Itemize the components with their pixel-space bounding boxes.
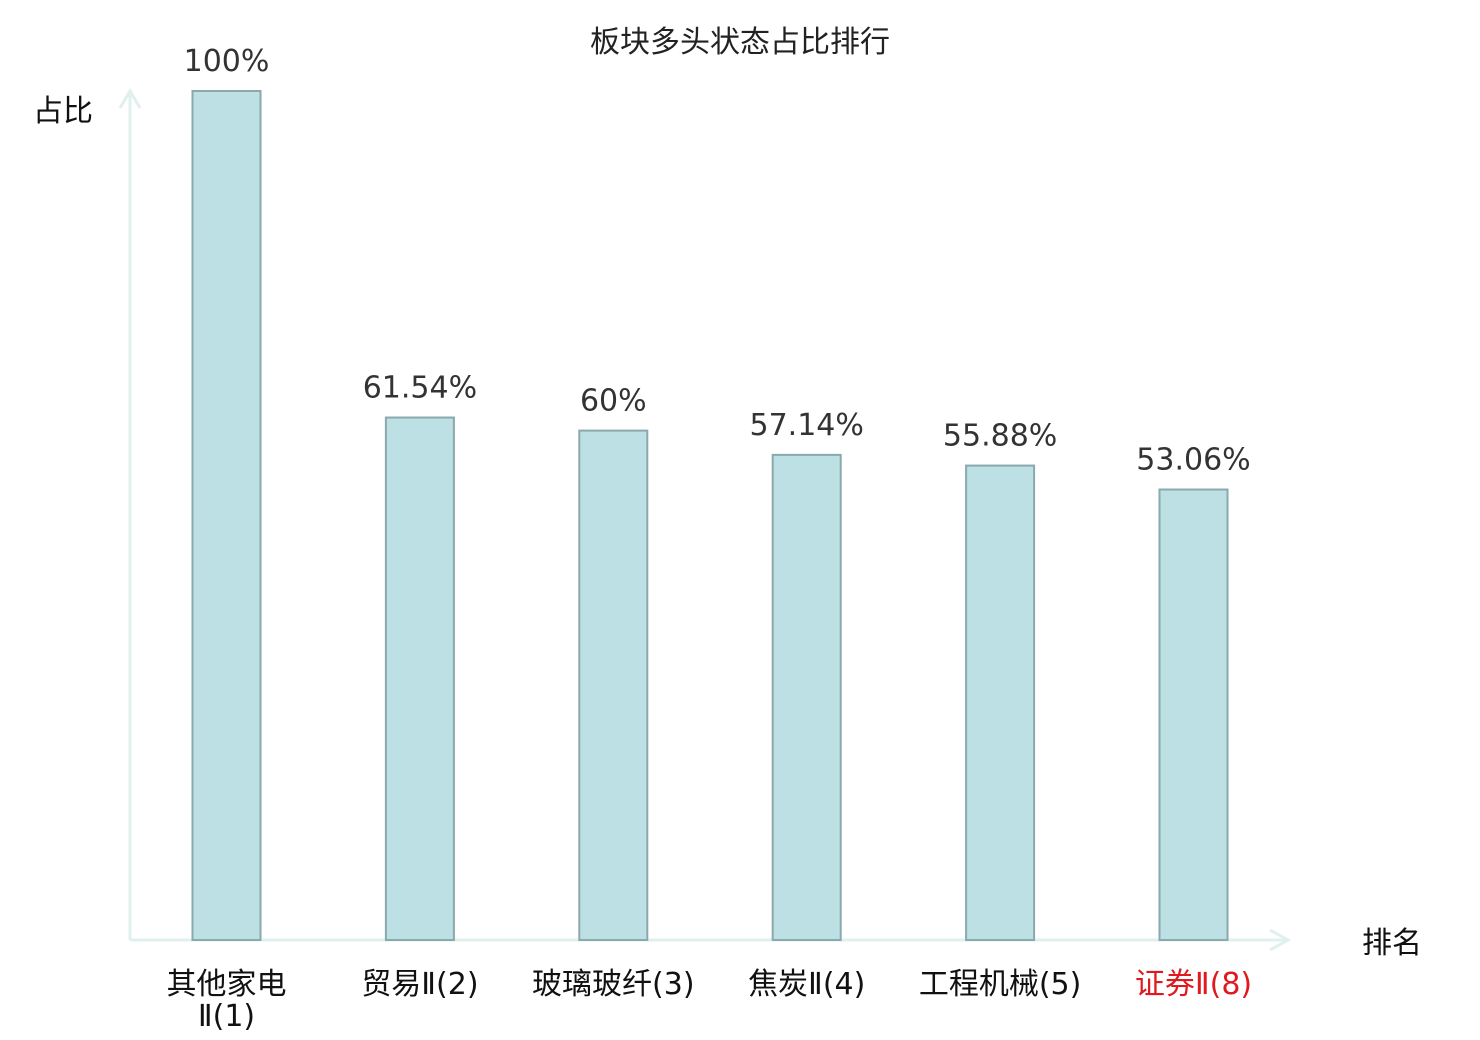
bar-6 bbox=[1158, 488, 1229, 941]
category-label-5: 工程机械(5) bbox=[919, 967, 1082, 1002]
category-label-2: 贸易Ⅱ(2) bbox=[361, 967, 478, 1002]
y-axis-arrow-icon bbox=[118, 88, 142, 109]
value-label-5: 55.88% bbox=[943, 419, 1057, 454]
bar-4 bbox=[771, 453, 842, 941]
category-label-4: 焦炭Ⅱ(4) bbox=[748, 967, 865, 1002]
category-label-3: 玻璃玻纤(3) bbox=[532, 967, 695, 1002]
category-label-line: 证券Ⅱ(8) bbox=[1135, 967, 1252, 1002]
category-label-line: 工程机械(5) bbox=[919, 967, 1082, 1002]
bar-3 bbox=[578, 429, 649, 941]
bar-1 bbox=[191, 90, 262, 941]
category-label-line: 其他家电 bbox=[167, 967, 287, 1002]
value-label-6: 53.06% bbox=[1136, 443, 1250, 478]
bar-5 bbox=[965, 464, 1036, 941]
category-label-line: 焦炭Ⅱ(4) bbox=[748, 967, 865, 1002]
axes bbox=[118, 88, 1292, 952]
x-axis-arrow-icon bbox=[1269, 928, 1292, 952]
value-label-3: 60% bbox=[580, 384, 647, 419]
y-axis-title: 占比 bbox=[33, 94, 93, 129]
category-labels: 其他家电 Ⅱ(1) 贸易Ⅱ(2) 玻璃玻纤(3) 焦炭Ⅱ(4) 工程机械(5) 证券Ⅱ(8) bbox=[167, 967, 1253, 1034]
value-label-4: 57.14% bbox=[750, 408, 864, 443]
value-label-1: 100% bbox=[184, 44, 270, 79]
value-labels: 100% 61.54% 60% 57.14% 55.88% 53.06% bbox=[184, 44, 1251, 478]
category-label-line: 玻璃玻纤(3) bbox=[532, 967, 695, 1002]
x-axis-title: 排名 bbox=[1362, 926, 1422, 961]
category-label-6: 证券Ⅱ(8) bbox=[1135, 967, 1252, 1002]
value-label-2: 61.54% bbox=[363, 371, 477, 406]
chart-title: 板块多头状态占比排行 bbox=[590, 25, 890, 60]
category-label-1: 其他家电 Ⅱ(1) bbox=[167, 967, 287, 1034]
category-label-line: Ⅱ(1) bbox=[198, 999, 255, 1034]
bar-2 bbox=[384, 416, 455, 941]
category-label-line: 贸易Ⅱ(2) bbox=[361, 967, 478, 1002]
bars bbox=[191, 90, 1229, 941]
